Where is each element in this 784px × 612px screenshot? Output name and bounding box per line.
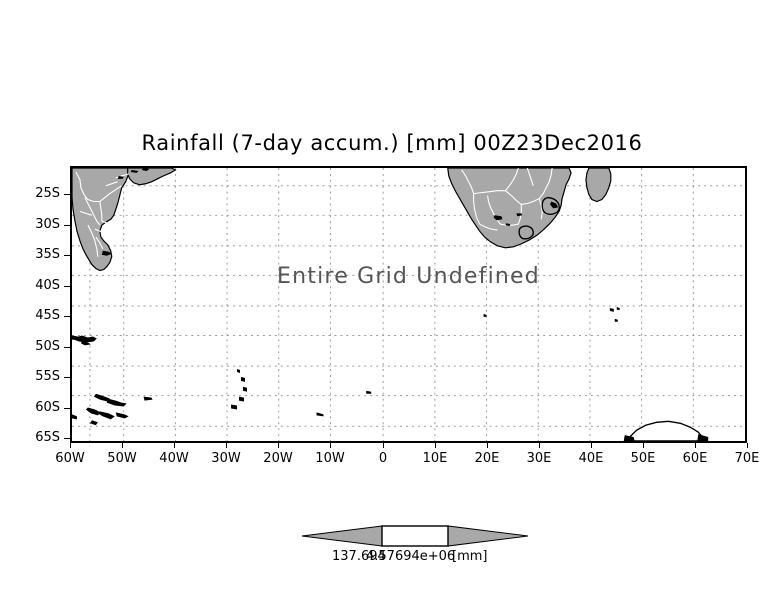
landmass-south-america — [72, 168, 177, 272]
y-tick-label-45S: 45S — [35, 308, 60, 323]
x-tick-label-50W: 50W — [107, 451, 137, 466]
y-tick — [64, 408, 70, 409]
x-tick-label-60W: 60W — [55, 451, 85, 466]
x-tick-label-10E: 10E — [422, 451, 448, 466]
y-tick-label-40S: 40S — [35, 278, 60, 293]
x-tick — [278, 443, 279, 448]
colorbar-min-label: 137.694 — [332, 549, 386, 564]
x-tick-label-60E: 60E — [682, 451, 708, 466]
x-tick — [747, 443, 748, 448]
lesotho-outline — [518, 225, 534, 240]
map-graphic — [72, 168, 745, 441]
colorbar[interactable]: 137.694 4.57694e+06 [mm] — [300, 521, 530, 571]
y-tick — [64, 438, 70, 439]
map-plot-area[interactable]: Entire Grid Undefined — [70, 166, 747, 443]
y-tick-label-60S: 60S — [35, 400, 60, 415]
y-tick-label-50S: 50S — [35, 339, 60, 354]
islands — [72, 306, 620, 426]
x-tick — [487, 443, 488, 448]
x-tick — [435, 443, 436, 448]
y-tick — [64, 347, 70, 348]
x-tick-label-30E: 30E — [526, 451, 552, 466]
y-tick-label-55S: 55S — [35, 369, 60, 384]
colorbar-graphic — [301, 525, 529, 547]
x-tick-label-30W: 30W — [211, 451, 241, 466]
x-tick-label-40E: 40E — [578, 451, 604, 466]
y-tick-label-65S: 65S — [35, 430, 60, 445]
colorbar-box — [381, 525, 449, 547]
x-tick-label-20W: 20W — [263, 451, 293, 466]
x-tick — [539, 443, 540, 448]
x-tick — [591, 443, 592, 448]
x-tick-label-50E: 50E — [630, 451, 656, 466]
colorbar-units-label: [mm] — [452, 549, 488, 564]
x-tick — [643, 443, 644, 448]
landmass-antarctica — [623, 420, 709, 441]
country-borders-south-america — [75, 171, 129, 257]
x-tick-label-70E: 70E — [734, 451, 760, 466]
landmass-africa — [447, 168, 572, 249]
x-tick — [226, 443, 227, 448]
y-tick — [64, 316, 70, 317]
y-tick — [64, 225, 70, 226]
x-tick-label-40W: 40W — [159, 451, 189, 466]
colorbar-arrow-right — [447, 525, 529, 547]
x-tick — [122, 443, 123, 448]
colorbar-arrow-left — [301, 525, 383, 547]
y-tick-label-35S: 35S — [35, 247, 60, 262]
x-tick — [695, 443, 696, 448]
page-title: Rainfall (7-day accum.) [mm] 00Z23Dec201… — [141, 131, 643, 155]
y-tick — [64, 286, 70, 287]
y-tick-label-25S: 25S — [35, 186, 60, 201]
y-tick — [64, 255, 70, 256]
x-tick — [383, 443, 384, 448]
x-tick — [70, 443, 71, 448]
colorbar-max-label: 4.57694e+06 — [366, 549, 456, 564]
landmass-madagascar — [585, 168, 612, 203]
x-tick-label-0: 0 — [378, 451, 388, 466]
x-tick-label-20E: 20E — [474, 451, 500, 466]
y-tick — [64, 194, 70, 195]
y-tick — [64, 377, 70, 378]
x-tick — [174, 443, 175, 448]
y-tick-label-30S: 30S — [35, 217, 60, 232]
map-gridlines — [72, 168, 745, 441]
x-tick — [330, 443, 331, 448]
x-tick-label-10W: 10W — [315, 451, 345, 466]
grid-undefined-message: Entire Grid Undefined — [277, 264, 540, 289]
